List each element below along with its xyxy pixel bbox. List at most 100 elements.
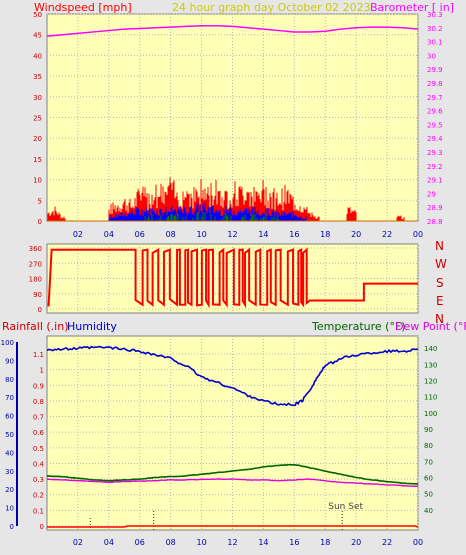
direction-y-tick-label: 180 (29, 276, 42, 284)
compass-direction-labels: N W S E N (435, 239, 447, 326)
wind-x-tick-label: 16 (289, 230, 299, 239)
wind-x-tick-label: 02 (73, 230, 83, 239)
wind-x-tick-label: 22 (382, 230, 392, 239)
rain-y-tick-label: 0.2 (33, 492, 44, 500)
sun-markers (89, 511, 343, 530)
temperature-y-tick-label: 70 (424, 458, 433, 466)
rain-y-tick-label: 0.5 (33, 445, 44, 453)
wind-direction-line (47, 247, 418, 309)
barometer-label: Barometer [ in] (370, 1, 454, 14)
wind-x-tick-label: 20 (351, 230, 361, 239)
barometer-line (46, 24, 419, 37)
temp-x-axis-ticks: 02 04 06 08 10 12 14 16 18 20 22 00 (73, 538, 423, 547)
direction-label: S (436, 276, 444, 290)
barometer-y-tick-label: 29.2 (427, 163, 443, 171)
temp-x-tick-label: 18 (320, 538, 330, 547)
temp-x-tick-label: 02 (73, 538, 83, 547)
wind-y-axis-ticks: 0 5 10 15 20 25 30 35 40 45 50 (33, 11, 42, 226)
rain-y-tick-label: 0.4 (33, 460, 45, 468)
windspeed-label: Windspeed [mph] (34, 1, 132, 14)
temp-x-tick-label: 14 (258, 538, 268, 547)
wind-x-tick-label: 00 (413, 230, 423, 239)
humidity-y-tick-label: 60 (5, 413, 14, 421)
rain-y-tick-label: 0.7 (33, 414, 44, 422)
barometer-y-tick-label: 30 (427, 52, 436, 60)
barometer-y-tick-label: 29.5 (427, 121, 443, 129)
wind-y-tick-label: 40 (33, 52, 42, 60)
barometer-y-tick-label: 30.2 (427, 25, 443, 33)
direction-label: W (435, 257, 447, 271)
temp-x-tick-label: 06 (135, 538, 145, 547)
sunset-annotation: Sun Set (328, 502, 363, 512)
barometer-y-axis-ticks: 28.8 28.9 29 29.1 29.2 29.3 29.4 29.5 29.6 29.7 29… (427, 11, 443, 226)
wind-x-tick-label: 12 (227, 230, 237, 239)
barometer-y-tick-label: 30.3 (427, 11, 443, 19)
humidity-y-tick-label: 20 (5, 486, 14, 494)
direction-y-tick-label: 270 (29, 260, 42, 268)
wind-y-tick-label: 35 (33, 73, 42, 81)
barometer-y-tick-label: 29.3 (427, 149, 443, 157)
temperature-line (46, 463, 419, 485)
temperature-y-axis-ticks: 40 50 60 70 80 90 100 110 120 130 140 (424, 345, 437, 515)
temp-x-tick-label: 22 (382, 538, 392, 547)
rain-y-tick-label: 0.8 (33, 398, 44, 406)
humidity-y-tick-label: 90 (5, 357, 14, 365)
barometer-y-tick-label: 29.8 (427, 80, 443, 88)
temperature-label: Temperature (°F) (311, 320, 406, 333)
rain-y-tick-label: 0.1 (33, 507, 44, 515)
wind-bars (47, 177, 418, 222)
barometer-y-tick-label: 29.1 (427, 177, 443, 185)
temperature-y-tick-label: 50 (424, 491, 433, 499)
rain-y-tick-label: 1 (40, 367, 44, 375)
humidity-y-tick-label: 40 (5, 449, 14, 457)
temp-x-tick-label: 04 (104, 538, 114, 547)
temp-grid (47, 336, 419, 530)
direction-y-axis-ticks: 0 90 180 270 360 (29, 245, 42, 314)
rain-y-axis-ticks: 0 0.1 0.2 0.3 0.4 0.5 0.6 0.7 0.8 0.9 1 1.1 (33, 351, 45, 531)
wind-y-tick-label: 30 (33, 94, 42, 102)
barometer-y-tick-label: 28.9 (427, 204, 443, 212)
humidity-y-tick-label: 100 (1, 339, 14, 347)
barometer-y-tick-label: 29.6 (427, 108, 443, 116)
barometer-y-tick-label: 29 (427, 190, 436, 198)
barometer-y-tick-label: 29.7 (427, 94, 443, 102)
humidity-y-tick-label: 0 (10, 523, 14, 531)
temp-x-tick-label: 00 (413, 538, 423, 547)
rain-y-tick-label: 0 (40, 523, 44, 531)
rain-y-tick-label: 0.6 (33, 429, 45, 437)
rainfall-label: Rainfall (.in) (2, 320, 69, 333)
wind-x-tick-label: 06 (135, 230, 145, 239)
wind-y-tick-label: 50 (33, 11, 42, 19)
rain-y-tick-label: 0.3 (33, 476, 44, 484)
temperature-humidity-chart: 0 0.1 0.2 0.3 0.4 0.5 0.6 0.7 0.8 0.9 1 1.1 0 10 20 30… (1, 320, 466, 547)
rain-y-tick-label: 0.9 (33, 382, 44, 390)
wind-y-tick-label: 20 (33, 135, 42, 143)
barometer-y-tick-label: 28.8 (427, 218, 443, 226)
direction-label: N (435, 239, 444, 253)
temperature-y-tick-label: 110 (424, 394, 437, 402)
temp-x-tick-label: 12 (227, 538, 237, 547)
barometer-y-tick-label: 29.4 (427, 135, 443, 143)
temperature-y-tick-label: 90 (424, 426, 433, 434)
temp-x-tick-label: 16 (289, 538, 299, 547)
temperature-y-tick-label: 140 (424, 345, 437, 353)
wind-x-tick-label: 18 (320, 230, 330, 239)
direction-y-tick-label: 0 (38, 306, 42, 314)
humidity-y-tick-label: 80 (5, 376, 14, 384)
barometer-y-tick-label: 29.9 (427, 66, 443, 74)
wind-y-tick-label: 5 (38, 197, 42, 205)
graph-title: 24 hour graph day October 02 2023 (172, 1, 371, 14)
wind-x-tick-label: 10 (196, 230, 206, 239)
temperature-y-tick-label: 80 (424, 442, 433, 450)
wind-y-tick-label: 25 (33, 115, 42, 123)
direction-y-tick-label: 360 (29, 245, 42, 253)
wind-x-tick-label: 04 (104, 230, 114, 239)
direction-label: N (435, 312, 444, 326)
direction-label: E (436, 294, 444, 308)
humidity-y-tick-label: 70 (5, 394, 14, 402)
humidity-y-tick-label: 50 (5, 431, 14, 439)
wind-direction-chart: 0 90 180 270 360 N W S E N (29, 239, 447, 326)
wind-x-tick-label: 08 (166, 230, 176, 239)
